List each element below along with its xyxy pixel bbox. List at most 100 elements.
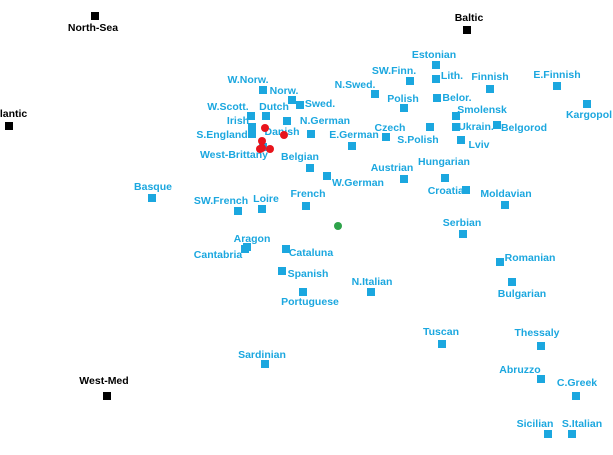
- point-label: Lviv: [468, 139, 489, 151]
- point-label: SW.Finn.: [372, 65, 416, 77]
- point: [266, 145, 274, 153]
- point-label: C.Greek: [557, 377, 597, 389]
- point: [382, 133, 390, 141]
- point-label: Lith.: [441, 70, 463, 82]
- point-label: Moldavian: [480, 188, 531, 200]
- point-label: Portuguese: [281, 296, 339, 308]
- point-label: N.Italian: [352, 276, 393, 288]
- point: [572, 392, 580, 400]
- point: [553, 82, 561, 90]
- point: [433, 94, 441, 102]
- point: [306, 164, 314, 172]
- point-label: Romanian: [505, 252, 556, 264]
- point-label: Cantabria: [194, 249, 243, 261]
- point-label: Norw.: [270, 85, 299, 97]
- point: [259, 86, 267, 94]
- point: [432, 75, 440, 83]
- point: [299, 288, 307, 296]
- point-label: Abruzzo: [499, 364, 540, 376]
- point: [248, 123, 256, 131]
- point-label: Belgorod: [501, 122, 547, 134]
- point: [400, 175, 408, 183]
- point: [371, 90, 379, 98]
- point-label: Sicilian: [517, 418, 554, 430]
- point: [496, 258, 504, 266]
- point: [348, 142, 356, 150]
- point: [537, 375, 545, 383]
- point: [103, 392, 111, 400]
- point: [432, 61, 440, 69]
- point: [544, 430, 552, 438]
- point-label: Swed.: [305, 98, 335, 110]
- point: [441, 174, 449, 182]
- point: [5, 122, 13, 130]
- point-label: Belgian: [281, 151, 319, 163]
- point: [501, 201, 509, 209]
- point: [452, 123, 460, 131]
- point: [334, 222, 342, 230]
- point-label: E.Finnish: [533, 69, 580, 81]
- point: [583, 100, 591, 108]
- point: [438, 340, 446, 348]
- point-label: W.German: [332, 177, 384, 189]
- point: [262, 112, 270, 120]
- point-label: S.Italian: [562, 418, 602, 430]
- point-label: North-Sea: [68, 22, 118, 34]
- point-label: Spanish: [288, 268, 329, 280]
- point-label: Tuscan: [423, 326, 459, 338]
- point: [296, 101, 304, 109]
- point-label: Dutch: [259, 101, 289, 113]
- point-label: Austrian: [371, 162, 414, 174]
- point: [258, 205, 266, 213]
- point-label: Cataluna: [289, 247, 334, 259]
- point-label: W.Scott.: [207, 101, 248, 113]
- point: [288, 96, 296, 104]
- point-label: N.Swed.: [335, 79, 376, 91]
- point: [568, 430, 576, 438]
- point: [452, 112, 460, 120]
- point: [426, 123, 434, 131]
- point: [400, 104, 408, 112]
- point-label: E.German: [329, 129, 379, 141]
- point: [280, 131, 288, 139]
- point-label: Belor.: [442, 92, 471, 104]
- point-label: Croatian: [428, 185, 471, 197]
- point-label: Basque: [134, 181, 172, 193]
- point-label: Thessaly: [515, 327, 560, 339]
- point: [537, 342, 545, 350]
- point-label: Ukrain.: [458, 121, 494, 133]
- point-label: West-Med: [79, 375, 128, 387]
- point-label: S.England: [196, 129, 247, 141]
- point-label: Estonian: [412, 49, 456, 61]
- point: [323, 172, 331, 180]
- point-label: Finnish: [471, 71, 508, 83]
- point: [278, 267, 286, 275]
- point-label: Kargopol: [566, 109, 612, 121]
- point: [462, 186, 470, 194]
- point: [406, 77, 414, 85]
- point: [256, 145, 264, 153]
- point-label: Loire: [253, 193, 279, 205]
- point-label: Baltic: [455, 12, 484, 24]
- point: [283, 117, 291, 125]
- point-label: Atlantic: [0, 108, 27, 120]
- point-label: Czech: [375, 122, 406, 134]
- point: [248, 130, 256, 138]
- point-label: N.German: [300, 115, 350, 127]
- point-label: French: [290, 188, 325, 200]
- point: [367, 288, 375, 296]
- point: [459, 230, 467, 238]
- point-label: Smolensk: [457, 104, 507, 116]
- point: [91, 12, 99, 20]
- point: [508, 278, 516, 286]
- point: [148, 194, 156, 202]
- point-label: Polish: [387, 93, 419, 105]
- point: [302, 202, 310, 210]
- point-label: Bulgarian: [498, 288, 546, 300]
- point: [463, 26, 471, 34]
- point-label: W.Norw.: [227, 74, 268, 86]
- point: [258, 137, 266, 145]
- point-label: Hungarian: [418, 156, 470, 168]
- point-label: Serbian: [443, 217, 482, 229]
